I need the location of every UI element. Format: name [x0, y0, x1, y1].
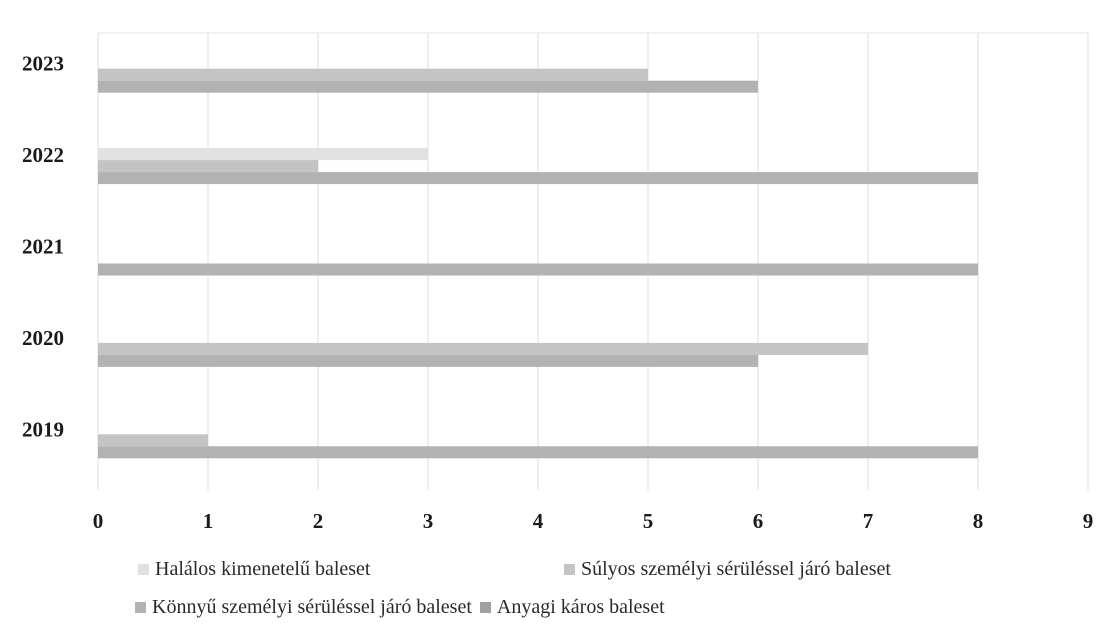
x-tick-label-7: 7	[863, 509, 874, 533]
legend-item-2: Súlyos személyi sérüléssel járó baleset	[564, 558, 891, 581]
y-axis-tick-labels: 2019 2020 2021 2022 2023	[22, 52, 64, 442]
legend-swatch-1	[138, 564, 149, 575]
chart-bars	[98, 68, 978, 459]
legend-label-4: Anyagi káros baleset	[496, 596, 665, 618]
legend-swatch-4	[479, 602, 491, 613]
legend-label-1: Halálos kimenetelű baleset	[155, 558, 371, 580]
y-tick-label-2021: 2021	[22, 235, 64, 259]
bar-2022-series-2	[98, 160, 318, 173]
bar-2022-series-1	[98, 148, 428, 161]
legend-label-2: Súlyos személyi sérüléssel járó baleset	[581, 558, 891, 580]
chart-gridlines	[97, 32, 1089, 490]
bar-2022-series-3	[98, 172, 978, 185]
legend-item-4: Anyagi káros baleset	[479, 596, 665, 619]
x-tick-label-8: 8	[973, 509, 984, 533]
legend-swatch-3	[135, 602, 146, 613]
bar-chart: 2019 2020 2021 2022 2023 0 1 2 3 4 5 6 7 8 9	[22, 32, 1094, 533]
y-tick-label-2020: 2020	[22, 326, 64, 350]
x-tick-label-6: 6	[753, 509, 764, 533]
x-axis-tick-labels: 0 1 2 3 4 5 6 7 8 9	[93, 509, 1094, 533]
legend-label-3: Könnyű személyi sérüléssel járó baleset	[152, 596, 472, 618]
bar-2020-series-2	[98, 342, 868, 355]
y-tick-label-2019: 2019	[22, 417, 64, 441]
legend-swatch-2	[564, 564, 575, 575]
bar-2019-series-2	[98, 434, 208, 447]
x-tick-label-2: 2	[313, 509, 324, 533]
x-tick-label-5: 5	[643, 509, 654, 533]
x-tick-label-4: 4	[533, 509, 544, 533]
bar-2019-series-3	[98, 446, 978, 459]
legend-item-3: Könnyű személyi sérüléssel járó baleset	[135, 596, 472, 619]
x-tick-label-9: 9	[1083, 509, 1094, 533]
y-tick-label-2023: 2023	[22, 52, 64, 76]
legend-item-1: Halálos kimenetelű baleset	[138, 558, 556, 581]
bar-2021-series-3	[98, 263, 978, 276]
bar-2023-series-3	[98, 80, 758, 93]
x-tick-label-3: 3	[423, 509, 434, 533]
y-tick-label-2022: 2022	[22, 143, 64, 167]
legend-row-1: Halálos kimenetelű baleset Súlyos személ…	[138, 558, 899, 581]
x-tick-label-0: 0	[93, 509, 104, 533]
x-tick-label-1: 1	[203, 509, 214, 533]
legend-row-2: Könnyű személyi sérüléssel járó baleset …	[135, 596, 673, 619]
bar-2023-series-2	[98, 68, 648, 81]
bar-2020-series-3	[98, 354, 758, 367]
